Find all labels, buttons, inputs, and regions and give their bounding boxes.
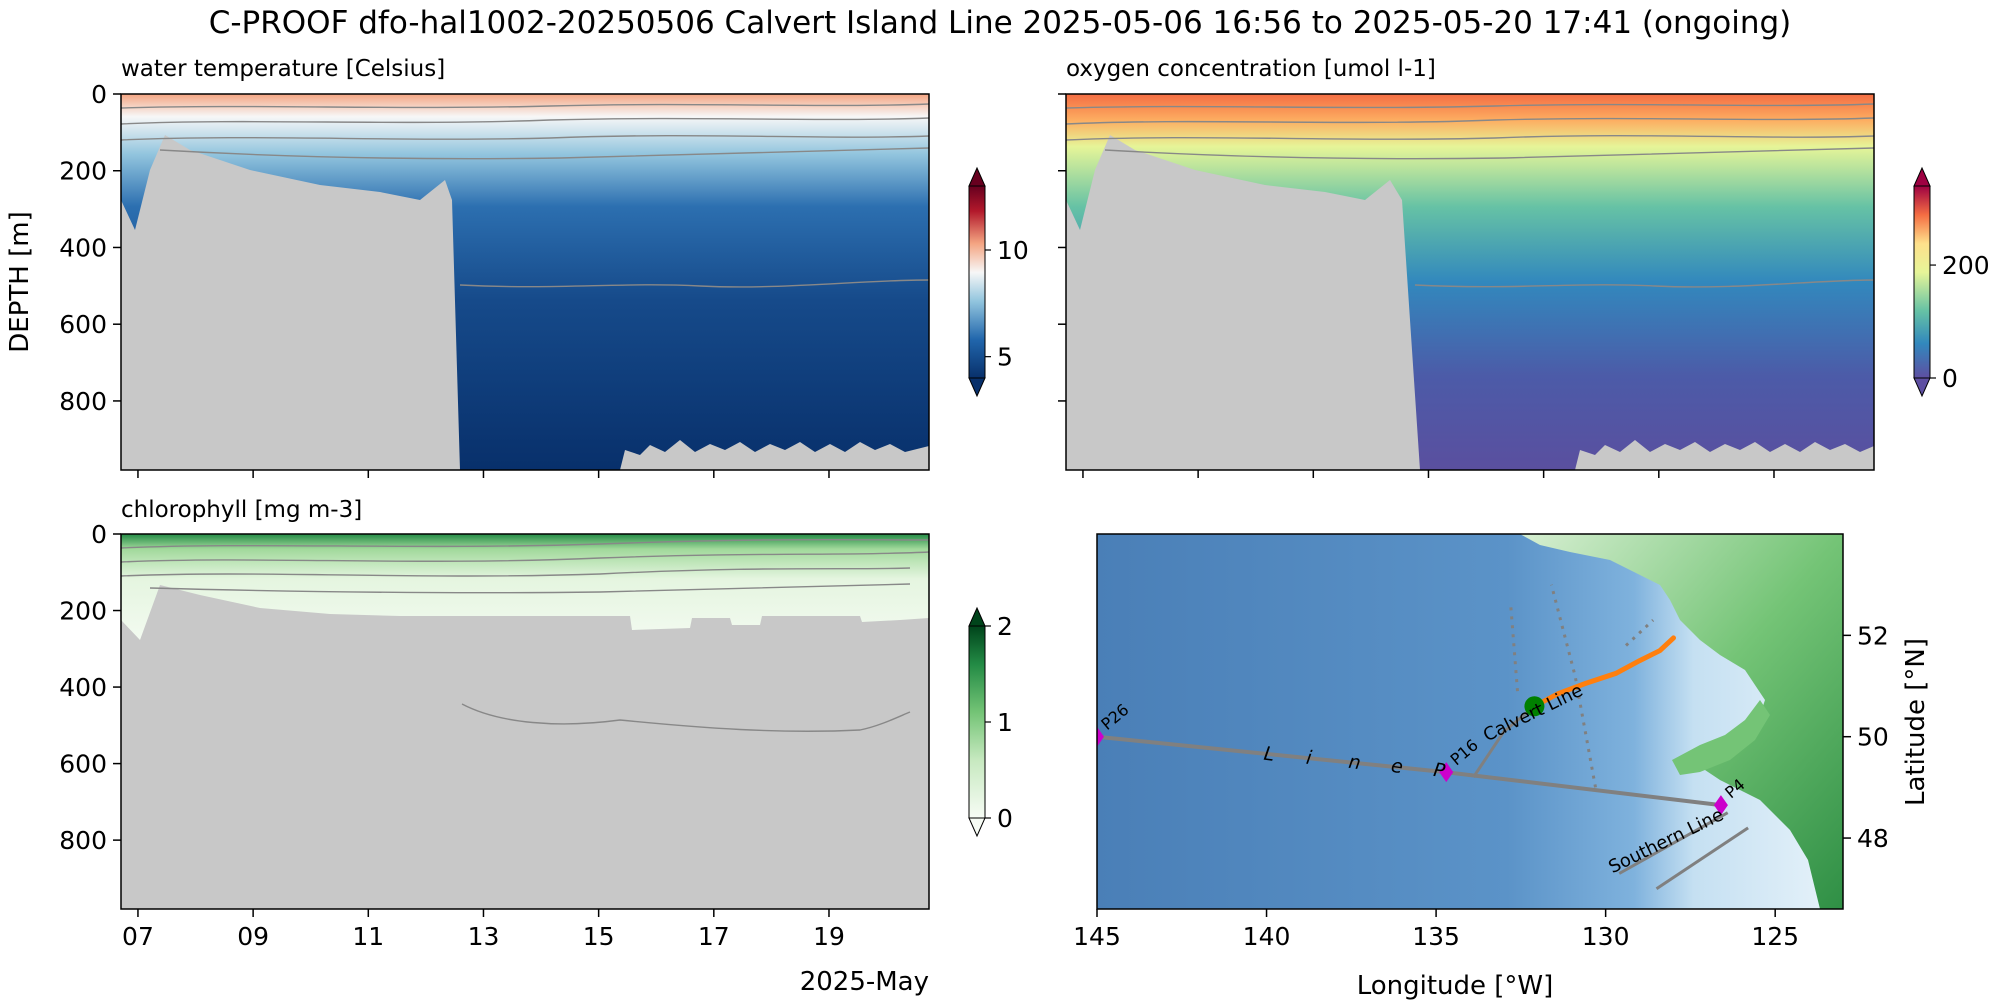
oxygen-seafloor-mask [1066,135,1420,470]
temperature-ylabel: DEPTH [m] [5,211,35,352]
oxygen-colorbar [1913,185,1931,379]
oxygen-colorbar-ticks: 0 200 [1930,251,1990,393]
past-glider-track [1509,604,1519,692]
x-tick-label: 13 [468,922,500,951]
map-y-ticks: 52 50 48 [1843,621,1889,853]
temperature-colorbar-ticks: 5 10 [985,236,1029,372]
chlorophyll-colorbar-bottom-arrow [968,817,986,838]
map-y-tick-label: 52 [1857,621,1889,650]
y-tick-label: 400 [59,233,107,262]
oxygen-colorbar-top-arrow [1913,166,1931,187]
y-tick-label: 0 [91,80,107,109]
station-marker [1439,762,1454,783]
y-tick-label: 600 [59,310,107,339]
map-xlabel: Longitude [°W] [1357,971,1554,1000]
temperature-panel: water temperature [Celsius] 0 200 400 600 80… [5,56,1029,478]
past-glider-track [1618,811,1729,875]
oxygen-plot-frame [1065,93,1875,471]
temperature-panel-title: water temperature [Celsius] [121,56,445,82]
temperature-colorbar [968,185,986,379]
map-x-tick-label: 130 [1582,922,1630,951]
temperature-x-ticks [137,470,830,478]
temperature-seafloor-mask [121,135,460,470]
oxygen-x-ticks [1082,470,1775,478]
chlorophyll-contours [120,538,930,732]
temperature-y-ticks: 0 200 400 600 800 [59,80,121,416]
map-island [1672,700,1770,775]
chlorophyll-panel: chlorophyll [mg m-3] 0 200 400 600 800 07 09 1… [59,497,1013,997]
colorbar-tick-label: 200 [1942,251,1990,280]
map-x-tick-label: 125 [1751,922,1799,951]
line-p-letter: e [1390,755,1405,778]
chlorophyll-y-ticks: 0 200 400 600 800 [59,520,121,855]
x-tick-label: 17 [698,922,730,951]
map-plot-frame [1096,533,1844,910]
map-y-tick-label: 48 [1857,824,1889,853]
map-land [1520,534,1843,909]
line-p-letter: n [1347,751,1362,774]
y-tick-label: 0 [91,520,107,549]
y-tick-label: 200 [59,597,107,626]
map-x-tick-label: 145 [1073,922,1121,951]
oxygen-seafloor-deep [1575,440,1874,470]
colorbar-tick-label: 10 [997,236,1029,265]
station-marker [1097,726,1104,747]
chlorophyll-xlabel: 2025-May [800,967,929,997]
y-tick-label: 800 [59,826,107,855]
x-tick-label: 11 [352,922,384,951]
y-tick-label: 200 [59,157,107,186]
chlorophyll-colorbar [968,625,986,819]
line-p-letter: P [1432,759,1447,782]
past-glider-track [1624,619,1655,647]
station-marker [1713,795,1728,816]
colorbar-tick-label: 0 [1942,364,1958,393]
map-x-tick-label: 140 [1243,922,1291,951]
map-y-tick-label: 50 [1857,723,1889,752]
glider-position-marker [1524,696,1545,717]
chlorophyll-plot-frame [120,533,930,910]
x-tick-label: 15 [583,922,615,951]
colorbar-tick-label: 1 [997,708,1013,737]
colorbar-tick-label: 5 [997,343,1013,372]
past-glider-track [1549,584,1597,788]
temperature-contours [120,103,930,288]
oxygen-contours [1065,103,1875,288]
line-p-letter: L [1262,743,1276,766]
chlorophyll-seafloor-mask [121,585,929,909]
colorbar-tick-label: 2 [997,612,1013,641]
temperature-colorbar-top-arrow [968,166,986,187]
temperature-plot-frame [120,93,930,471]
past-glider-track [1472,705,1536,779]
x-tick-label: 09 [237,922,269,951]
colorbar-tick-label: 0 [997,804,1013,833]
map-x-tick-label: 135 [1412,922,1460,951]
x-tick-label: 19 [813,922,845,951]
x-tick-label: 07 [122,922,154,951]
y-tick-label: 400 [59,673,107,702]
y-tick-label: 800 [59,387,107,416]
glider-track [1531,635,1676,709]
chlorophyll-x-ticks: 07 09 11 13 15 17 19 [122,909,845,951]
map-ylabel: Latitude [°N] [1901,638,1931,806]
temperature-colorbar-bottom-arrow [968,377,986,398]
chlorophyll-colorbar-ticks: 0 1 2 [985,612,1013,833]
past-glider-track [1655,826,1749,890]
oxygen-colorbar-bottom-arrow [1913,377,1931,398]
temperature-seafloor-deep [620,440,929,470]
y-tick-label: 600 [59,750,107,779]
oxygen-panel: oxygen concentration [umol l-1] 0 200 [1058,56,1990,478]
map-x-ticks: 145 140 135 130 125 [1073,909,1799,951]
chlorophyll-panel-title: chlorophyll [mg m-3] [121,497,362,523]
figure-title: C-PROOF dfo-hal1002-20250506 Calvert Isl… [209,5,1792,41]
oxygen-y-ticks [1058,93,1066,402]
line-p-letter: i [1305,747,1314,770]
oxygen-panel-title: oxygen concentration [umol l-1] [1066,56,1436,82]
chlorophyll-colorbar-top-arrow [968,606,986,627]
